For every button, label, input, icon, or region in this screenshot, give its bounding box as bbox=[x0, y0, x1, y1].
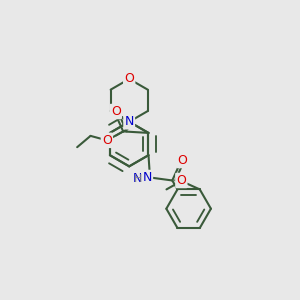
Text: O: O bbox=[102, 134, 112, 147]
Text: O: O bbox=[176, 174, 186, 187]
Text: N: N bbox=[124, 115, 134, 128]
Text: O: O bbox=[111, 105, 121, 118]
Text: NH: NH bbox=[133, 172, 152, 185]
Text: O: O bbox=[124, 73, 134, 85]
Text: O: O bbox=[178, 154, 188, 167]
Text: H: H bbox=[134, 174, 142, 184]
Text: N: N bbox=[142, 171, 152, 184]
